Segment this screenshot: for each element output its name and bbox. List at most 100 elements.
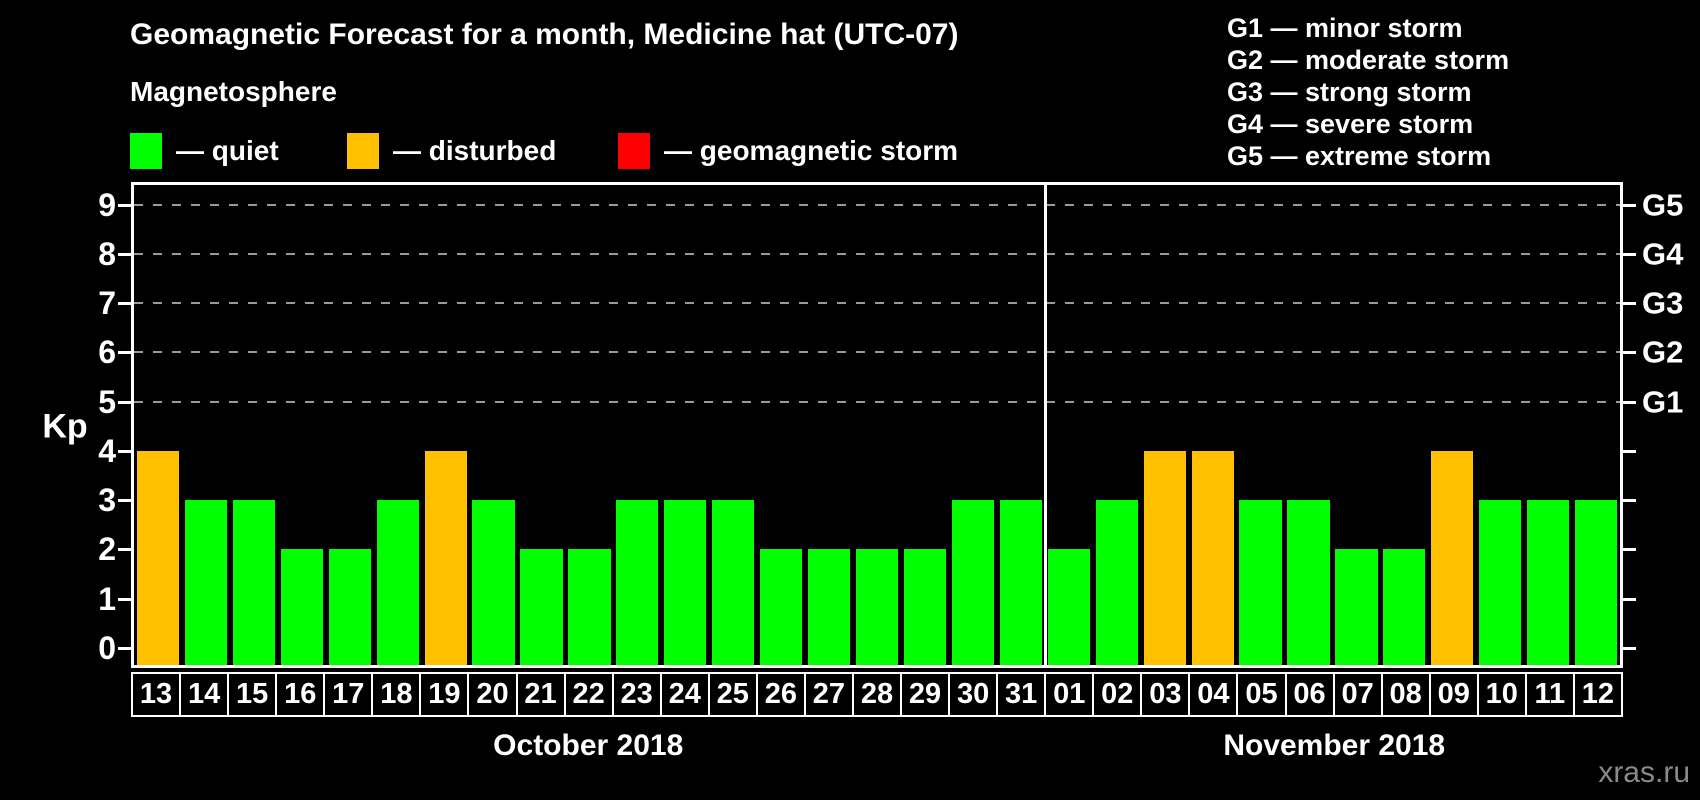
bar-column (1572, 185, 1620, 665)
kp-bar (1047, 549, 1090, 665)
legend-label: — geomagnetic storm (664, 135, 959, 166)
right-axis-tick (1623, 203, 1636, 207)
right-axis-tick (1623, 646, 1636, 650)
bar-column (1189, 185, 1237, 665)
quiet-color-swatch (130, 133, 162, 169)
kp-bar (1479, 500, 1522, 665)
page-title: Geomagnetic Forecast for a month, Medici… (130, 18, 959, 51)
y-axis-label: 7 (98, 285, 116, 322)
day-cell: 17 (323, 672, 374, 717)
storm-color-swatch (618, 133, 650, 169)
y-axis-label: 5 (98, 383, 116, 420)
day-cell: 18 (371, 672, 422, 717)
bar-column (709, 185, 757, 665)
gridline-kp5 (134, 400, 1620, 403)
kp-bar (1095, 500, 1138, 665)
day-cell: 27 (803, 672, 854, 717)
kp-bar (951, 500, 994, 665)
right-axis-tick (1623, 351, 1636, 355)
y-axis-label: 0 (98, 629, 116, 666)
kp-bar (376, 500, 419, 665)
day-cell: 31 (996, 672, 1047, 717)
bar-column (997, 185, 1045, 665)
day-cell: 28 (851, 672, 902, 717)
day-cell: 20 (467, 672, 518, 717)
y-axis-label: 9 (98, 186, 116, 223)
g-axis-label: G5 (1642, 187, 1684, 223)
y-axis-label: 4 (98, 432, 116, 469)
bar-column (1380, 185, 1428, 665)
bar-column (470, 185, 518, 665)
g-axis-label: G3 (1642, 285, 1684, 321)
bar-column (1332, 185, 1380, 665)
y-axis-tick (118, 597, 131, 601)
y-axis-tick (118, 302, 131, 306)
day-cell: 14 (179, 672, 230, 717)
disturbed-color-swatch (347, 133, 379, 169)
y-axis-tick (118, 548, 131, 552)
legend-label: — quiet (176, 135, 279, 166)
kp-bar (808, 549, 851, 665)
kp-bar (1383, 549, 1426, 665)
bar-column (230, 185, 278, 665)
kp-bar (903, 549, 947, 665)
day-cell: 21 (515, 672, 566, 717)
bar-column (326, 185, 374, 665)
right-axis-tick (1623, 597, 1636, 601)
bar-column (182, 185, 230, 665)
g-legend-line: G3 — strong storm (1227, 77, 1472, 107)
day-axis: 13 14 15 16 17 18 19 20 21 22 23 24 25 26 27 28 29 30 31 01… (131, 672, 1623, 717)
kp-bar (760, 549, 803, 665)
y-axis-title: Kp (42, 407, 88, 446)
y-axis-label: 8 (98, 235, 116, 272)
day-cell: 26 (755, 672, 806, 717)
bar-column (805, 185, 853, 665)
kp-bar (280, 549, 323, 665)
bar-column (853, 185, 901, 665)
day-cell: 04 (1188, 672, 1239, 717)
right-axis-tick (1623, 302, 1636, 306)
day-cell: 02 (1092, 672, 1143, 717)
kp-bar (616, 500, 659, 665)
day-cell: 10 (1476, 672, 1527, 717)
y-axis-tick (118, 646, 131, 650)
day-cell: 25 (707, 672, 758, 717)
y-axis-label: 6 (98, 334, 116, 371)
bar-column (1285, 185, 1333, 665)
day-cell: 23 (611, 672, 662, 717)
kp-bar (999, 500, 1042, 665)
plot-inner: 0 1 2 3 4 5 6 7 8 9 G1 G2 G3 G4 G5 (98, 185, 1683, 665)
day-cell: 05 (1236, 672, 1287, 717)
g-legend-line: G1 — minor storm (1227, 13, 1463, 43)
month-separator (1043, 185, 1047, 665)
y-axis-label: 1 (98, 580, 116, 617)
g-legend-line: G5 — extreme storm (1227, 141, 1492, 171)
kp-bar (520, 549, 563, 665)
y-axis-tick (118, 449, 131, 453)
bar-column (422, 185, 470, 665)
kp-bar (424, 450, 467, 665)
right-axis-tick (1623, 449, 1636, 453)
day-cell: 29 (900, 672, 951, 717)
y-axis-label: 3 (98, 482, 116, 519)
watermark: xras.ru (1598, 756, 1690, 789)
day-cell: 30 (948, 672, 999, 717)
day-cell: 06 (1284, 672, 1335, 717)
bar-column (134, 185, 182, 665)
day-cell: 08 (1380, 672, 1431, 717)
bar-column (1045, 185, 1093, 665)
kp-bar (1143, 450, 1186, 665)
day-cell: 19 (419, 672, 470, 717)
bar-column (949, 185, 997, 665)
day-cell: 13 (131, 672, 182, 717)
kp-bar (1287, 500, 1330, 665)
g-axis-label: G1 (1642, 384, 1684, 420)
kp-bar (1191, 450, 1234, 665)
kp-bar (664, 500, 707, 665)
gridline-kp6 (134, 351, 1620, 354)
day-cell: 12 (1572, 672, 1623, 717)
bar-column (1093, 185, 1141, 665)
y-axis-tick (118, 203, 131, 207)
kp-bar (1575, 500, 1618, 665)
y-axis-tick (118, 252, 131, 256)
